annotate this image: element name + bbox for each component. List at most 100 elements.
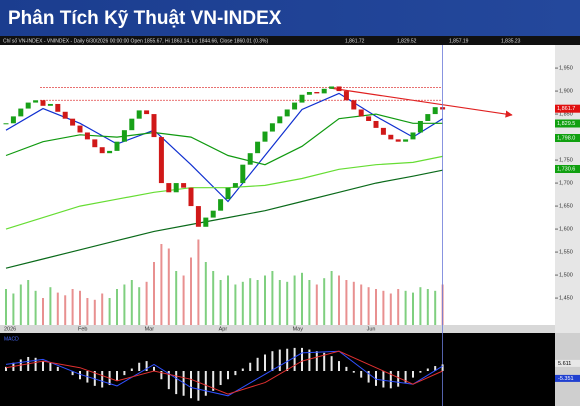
- price-tag-label: 1,829.5: [557, 121, 575, 127]
- volume-bar: [212, 271, 215, 325]
- macd-tag-label: 5.611: [558, 361, 571, 367]
- x-tick-label: Feb: [78, 326, 87, 332]
- candle: [33, 100, 39, 103]
- macd-bar: [345, 366, 348, 371]
- candle: [299, 94, 305, 103]
- y-tick-label: 1,900: [559, 89, 573, 95]
- volume-bar: [419, 287, 422, 325]
- candle: [62, 111, 68, 119]
- volume-bar: [278, 280, 281, 325]
- y-tick-label: 1,600: [559, 227, 573, 233]
- volume-bar: [49, 287, 52, 325]
- macd-bar: [145, 361, 148, 371]
- macd-bar: [56, 366, 59, 371]
- candle: [92, 139, 98, 148]
- macd-bar: [227, 371, 229, 380]
- candle: [292, 102, 298, 110]
- y-tick-label: 1,850: [559, 112, 573, 118]
- macd-bar: [212, 371, 215, 391]
- volume-bar: [397, 289, 400, 325]
- candle: [388, 134, 394, 140]
- y-tick-label: 1,450: [559, 296, 573, 302]
- volume-bar: [160, 244, 163, 325]
- x-tick-label: 2026: [4, 326, 16, 332]
- macd-bar: [138, 362, 141, 371]
- volume-bar: [12, 293, 15, 325]
- macd-bar: [412, 371, 414, 378]
- volume-bar: [434, 290, 437, 325]
- volume-bar: [145, 281, 148, 325]
- volume-bar: [323, 278, 326, 325]
- macd-bar: [375, 371, 377, 386]
- volume-bar: [138, 287, 141, 325]
- macd-bar: [264, 354, 266, 371]
- info: Chỉ số VN-INDEX - VNINDEX - Daily 6/30/2…: [3, 37, 268, 44]
- volume-bar: [360, 284, 363, 325]
- volume-bar: [308, 280, 311, 325]
- macd-bar: [338, 361, 340, 371]
- macd-bar: [5, 366, 7, 371]
- volume-bar: [426, 289, 429, 325]
- candle: [40, 100, 46, 106]
- volume-bar: [330, 271, 333, 325]
- candle: [366, 116, 372, 121]
- candle: [269, 123, 275, 132]
- volume-bar: [5, 289, 7, 325]
- macd-bar: [308, 349, 311, 371]
- candle: [218, 199, 224, 211]
- candle: [77, 125, 83, 133]
- candle: [403, 139, 409, 142]
- moving-average: [5, 92, 443, 203]
- candle: [306, 92, 312, 95]
- candle: [188, 187, 194, 207]
- volume-bar: [182, 275, 185, 325]
- price-tag-label: 1,798.0: [557, 135, 575, 141]
- volume-bar: [197, 239, 200, 325]
- volume-bar: [382, 290, 385, 325]
- volume-bar: [19, 284, 22, 325]
- volume-bar: [167, 248, 170, 325]
- info-value: 1,857.19: [449, 38, 469, 44]
- candle: [18, 108, 24, 117]
- candle: [225, 187, 231, 200]
- candle: [329, 86, 335, 89]
- macd-bar: [167, 371, 170, 390]
- macd-panel: [0, 333, 555, 406]
- macd-bar: [153, 366, 155, 371]
- candle: [151, 114, 157, 138]
- volume-bar: [219, 280, 222, 325]
- candle: [247, 153, 253, 165]
- candle: [173, 183, 179, 193]
- macd-bar: [123, 371, 126, 376]
- macd-bar: [116, 371, 118, 381]
- candle: [395, 139, 401, 142]
- macd-bar: [315, 351, 318, 371]
- macd-bar: [160, 371, 163, 380]
- macd-bar: [271, 351, 274, 371]
- volume-bar: [116, 289, 118, 325]
- macd-bar: [71, 371, 74, 376]
- trend-arrow: [329, 87, 513, 118]
- volume-bar: [241, 281, 244, 325]
- volume-bar: [345, 280, 348, 325]
- macd-bar: [360, 371, 363, 378]
- volume-bar: [404, 290, 407, 325]
- volume-bar: [175, 271, 178, 325]
- candle: [181, 183, 187, 188]
- macd-bar: [419, 371, 422, 373]
- candle: [240, 164, 246, 184]
- volume-bar: [27, 280, 30, 325]
- macd-bar: [426, 368, 429, 371]
- volume-bar: [264, 275, 266, 325]
- macd-bar: [330, 356, 333, 371]
- macd-bar: [382, 371, 385, 388]
- signal-line: [5, 350, 443, 395]
- macd-bar: [352, 371, 355, 373]
- volume-bar: [301, 272, 303, 325]
- volume-bar: [190, 257, 192, 325]
- price-tag-label: 1,730.6: [557, 166, 575, 172]
- volume-bar: [315, 284, 318, 325]
- candle: [136, 110, 142, 119]
- macd-bar: [42, 361, 44, 371]
- volume-bar: [227, 275, 229, 325]
